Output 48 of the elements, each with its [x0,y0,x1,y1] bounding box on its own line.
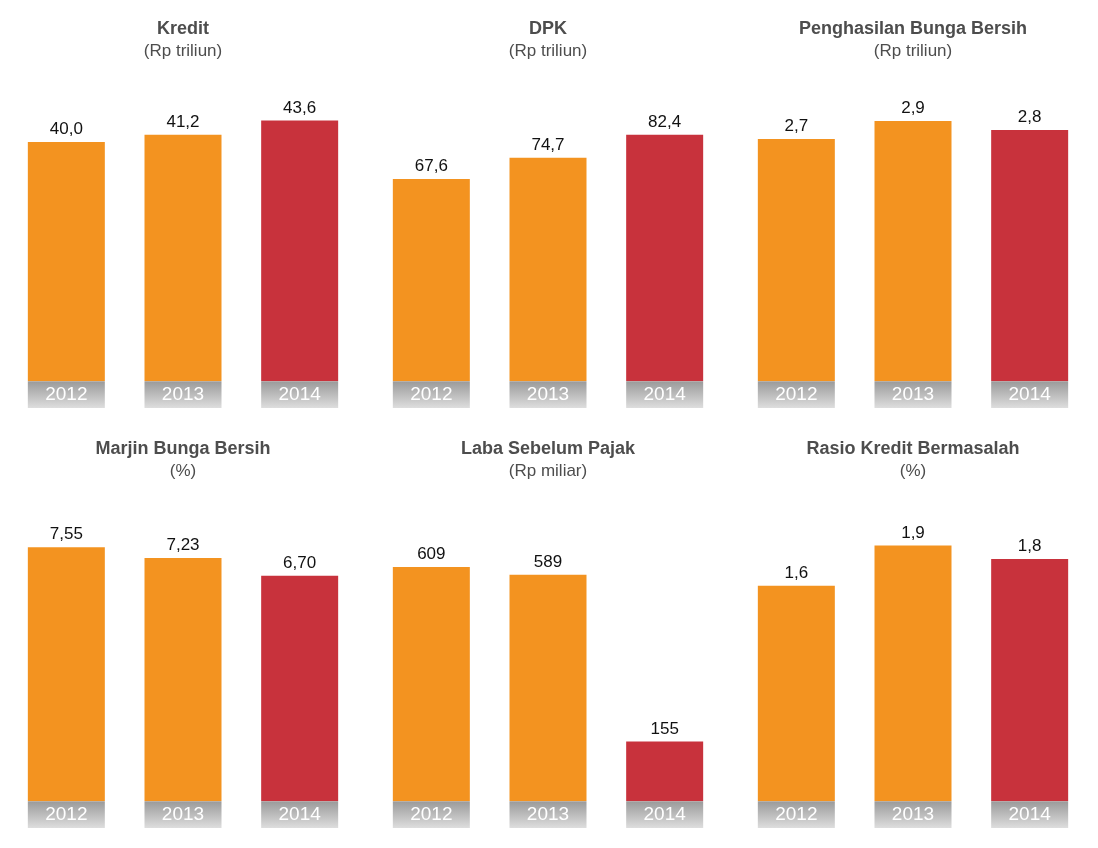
chart-title: Kredit [156,17,210,38]
x-tick-label: 2012 [45,802,88,824]
chart-title: DPK [528,17,568,38]
chart-subtitle: (Rp miliar) [508,461,588,481]
x-tick-label: 2014 [1008,382,1052,404]
chart-title: Rasio Kredit Bermasalah [806,437,1020,458]
data-label: 589 [533,551,563,571]
data-label: 2,8 [1017,107,1042,127]
x-tick-label: 2013 [161,382,205,404]
data-label: 7,23 [166,535,200,555]
x-tick-label: 2012 [775,802,818,824]
data-label: 82,4 [648,111,682,131]
data-label: 43,6 [283,97,317,117]
data-label: 74,7 [531,134,565,154]
chart-subtitle: (Rp triliun) [143,41,223,61]
chart-subtitle: (%) [899,461,927,481]
data-label: 1,8 [1017,536,1042,556]
x-tick-label: 2014 [278,382,322,404]
x-tick-label: 2013 [891,382,935,404]
x-tick-label: 2012 [410,802,453,824]
chart-title: Laba Sebelum Pajak [460,437,637,458]
x-tick-label: 2014 [643,802,687,824]
data-label: 7,55 [49,524,83,544]
x-tick-label: 2012 [45,382,88,404]
data-label: 2,9 [901,98,925,118]
x-tick-label: 2013 [891,802,935,824]
data-label: 609 [417,544,446,564]
data-label: 1,6 [784,563,809,583]
data-label: 41,2 [166,111,200,131]
x-tick-label: 2013 [526,382,570,404]
x-tick-label: 2012 [410,382,453,404]
x-tick-label: 2012 [775,382,818,404]
x-tick-label: 2013 [161,802,205,824]
data-label: 2,7 [784,116,809,136]
data-label: 6,70 [283,552,317,572]
x-tick-label: 2013 [526,802,570,824]
x-tick-label: 2014 [1008,802,1052,824]
x-tick-label: 2014 [643,382,687,404]
x-tick-label: 2014 [278,802,322,824]
data-label: 67,6 [414,156,448,176]
chart-subtitle: (Rp triliun) [873,41,953,61]
data-label: 155 [650,718,679,738]
chart-subtitle: (Rp triliun) [508,41,588,61]
chart-subtitle: (%) [169,461,197,481]
chart-title: Marjin Bunga Bersih [95,437,271,458]
chart-title: Penghasilan Bunga Bersih [798,17,1028,38]
data-label: 40,0 [49,119,83,139]
data-label: 1,9 [901,522,925,542]
